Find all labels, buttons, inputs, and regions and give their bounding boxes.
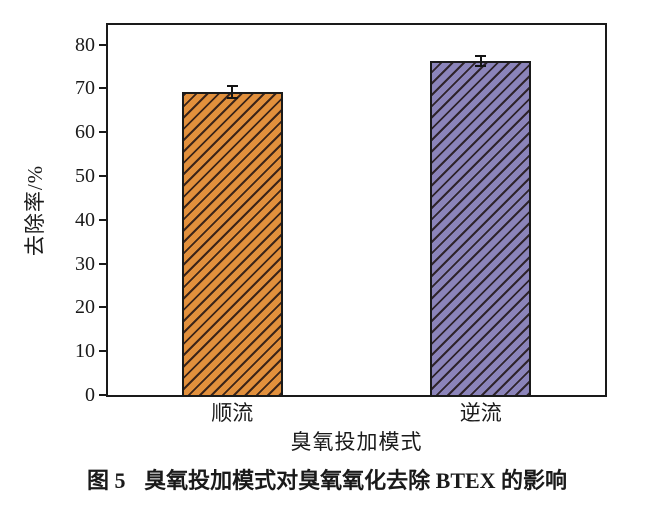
bar-顺流 <box>181 91 283 395</box>
y-tick-label: 0 <box>85 384 95 406</box>
y-tick-mark <box>99 131 106 134</box>
plot-area: 0 10 20 30 40 50 60 70 80 顺流 逆流 <box>75 23 607 424</box>
y-tick-label: 40 <box>75 208 95 231</box>
x-category-label-顺流: 顺流 <box>211 401 254 425</box>
y-tick-label: 50 <box>75 165 95 188</box>
y-tick-label: 30 <box>75 252 95 275</box>
error-bar-cap-bottom <box>226 96 238 99</box>
y-tick-label: 20 <box>75 296 95 319</box>
y-tick-mark <box>99 43 106 46</box>
y-tick-mark <box>99 262 106 265</box>
y-tick-label: 70 <box>75 77 95 100</box>
y-tick-mark <box>99 218 106 221</box>
y-tick-mark <box>99 306 106 309</box>
error-bar-line <box>479 55 482 67</box>
x-category-label-逆流: 逆流 <box>459 401 502 425</box>
x-axis-title: 臭氧投加模式 <box>290 430 423 454</box>
error-bar-cap-top <box>226 84 238 87</box>
y-tick-mark <box>99 87 106 90</box>
y-axis-title: 去除率/% <box>23 164 48 256</box>
y-tick-label: 10 <box>75 340 95 363</box>
y-tick-mark <box>99 350 106 353</box>
error-bar-line <box>231 84 234 99</box>
caption-label: 图 5 <box>86 468 126 493</box>
y-tick-mark <box>99 175 106 178</box>
error-bar-cap-bottom <box>475 64 487 67</box>
y-tick-mark <box>99 394 106 396</box>
figure-caption: 图 5 臭氧投加模式对臭氧氧化去除 BTEX 的影响 <box>0 468 654 494</box>
y-tick-label: 60 <box>75 121 95 144</box>
y-axis-title-wrap: 去除率/% <box>14 23 58 397</box>
error-bar-cap-top <box>475 55 487 58</box>
y-tick-label: 80 <box>75 33 95 56</box>
caption-text: 臭氧投加模式对臭氧氧化去除 BTEX 的影响 <box>144 468 568 493</box>
bar-逆流 <box>430 60 532 395</box>
